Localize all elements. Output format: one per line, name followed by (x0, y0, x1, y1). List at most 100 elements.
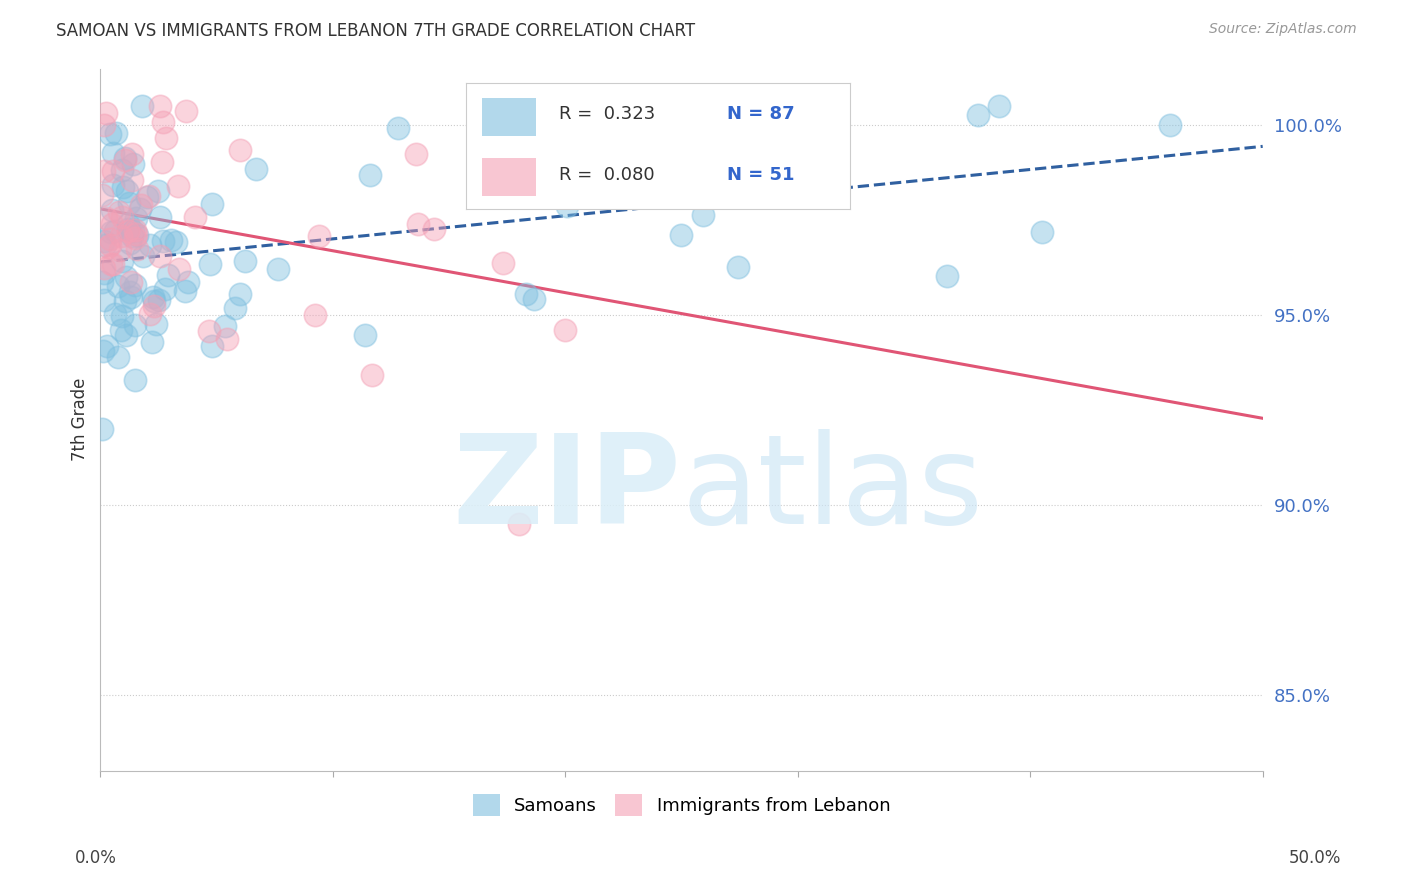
Point (100, 203, 122, 218)
Point (148, 293, 170, 308)
Point (111, 180, 134, 194)
Point (624, 153, 647, 167)
Point (96, 338, 118, 352)
Point (98, 238, 121, 252)
Point (177, 275, 200, 289)
Point (143, 299, 166, 313)
Point (107, 278, 129, 293)
Point (100, 256, 122, 270)
Point (91, 344, 114, 359)
Point (141, 335, 163, 350)
Point (523, 292, 546, 306)
Point (108, 244, 131, 258)
Point (201, 197, 224, 211)
Point (124, 318, 146, 333)
Point (727, 260, 749, 274)
Text: Source: ZipAtlas.com: Source: ZipAtlas.com (1209, 22, 1357, 37)
Point (554, 323, 576, 337)
Point (129, 198, 152, 212)
Legend: Samoans, Immigrants from Lebanon: Samoans, Immigrants from Lebanon (464, 785, 900, 825)
Point (214, 318, 236, 333)
Point (117, 222, 139, 236)
Point (110, 323, 132, 337)
Point (114, 153, 136, 167)
Point (267, 261, 290, 276)
Point (361, 368, 384, 382)
Point (124, 223, 146, 237)
Point (101, 178, 124, 193)
Point (669, 228, 692, 243)
Point (100, 225, 122, 239)
Point (146, 184, 169, 198)
Point (101, 217, 124, 231)
Point (139, 237, 162, 252)
Text: ZIP: ZIP (453, 429, 682, 550)
Text: 50.0%: 50.0% (1288, 849, 1341, 867)
Point (423, 222, 446, 236)
Point (120, 275, 142, 289)
Point (165, 235, 187, 250)
Point (104, 224, 127, 238)
Point (127, 228, 149, 243)
Point (142, 290, 165, 304)
Point (233, 254, 256, 268)
Point (508, 516, 530, 531)
Point (124, 373, 146, 387)
Point (132, 249, 155, 263)
Point (139, 308, 162, 322)
Point (229, 144, 252, 158)
Point (110, 310, 132, 324)
Point (90, 422, 112, 436)
Point (138, 189, 160, 203)
Point (149, 210, 172, 224)
Point (93, 261, 115, 276)
Point (94, 238, 117, 252)
Point (174, 104, 197, 119)
Point (117, 217, 139, 231)
Text: SAMOAN VS IMMIGRANTS FROM LEBANON 7TH GRADE CORRELATION CHART: SAMOAN VS IMMIGRANTS FROM LEBANON 7TH GR… (56, 22, 696, 40)
Point (118, 196, 141, 211)
Point (159, 233, 181, 247)
Point (215, 332, 238, 346)
Point (131, 99, 153, 113)
Point (107, 350, 129, 364)
Point (121, 147, 143, 161)
Point (538, 99, 561, 113)
Point (152, 235, 174, 249)
Point (121, 224, 143, 238)
Point (967, 108, 990, 122)
Point (406, 217, 429, 231)
Point (152, 114, 174, 128)
Point (118, 236, 141, 251)
Point (229, 287, 252, 301)
Point (125, 211, 148, 226)
Point (157, 268, 180, 283)
Point (184, 210, 207, 224)
Point (108, 205, 131, 219)
Point (120, 290, 142, 304)
Point (245, 161, 267, 176)
Point (668, 120, 690, 135)
Point (98, 128, 121, 142)
Point (492, 256, 515, 270)
Point (105, 126, 128, 140)
Point (93, 234, 115, 248)
Point (353, 328, 375, 343)
Point (115, 184, 138, 198)
Point (114, 151, 136, 165)
Point (150, 155, 173, 169)
Point (515, 287, 537, 301)
Point (101, 163, 124, 178)
Point (405, 146, 427, 161)
Point (90, 188, 112, 202)
Point (128, 202, 150, 216)
Point (935, 268, 957, 283)
Point (1159, 119, 1181, 133)
Point (124, 278, 146, 293)
Point (359, 169, 381, 183)
Point (121, 228, 143, 243)
Point (174, 285, 197, 299)
Point (93, 267, 115, 281)
Point (149, 249, 172, 263)
Point (167, 178, 190, 193)
